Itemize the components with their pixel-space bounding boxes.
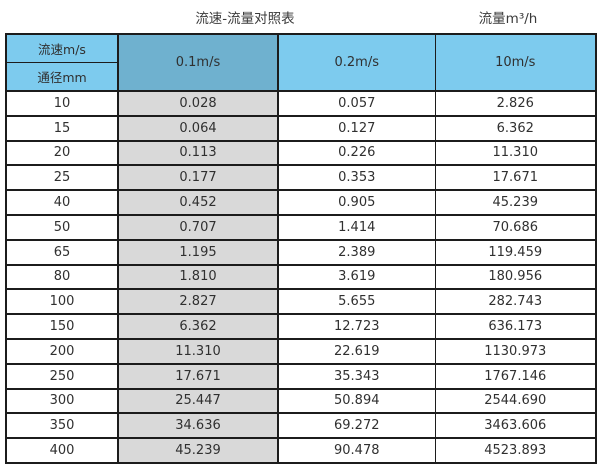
flow-unit-title: 流量m³/h: [478, 11, 538, 27]
flow-value-cell: 0.064: [117, 114, 279, 142]
diameter-cell: 350: [5, 412, 119, 440]
title-bar: 流速-流量对照表 流量m³/h: [0, 0, 600, 30]
table-row: 250 17.671 35.343 1767.146: [5, 362, 597, 390]
column-header-0-1ms: 0.1m/s: [117, 33, 279, 92]
table-row: 400 45.239 90.478 4523.893: [5, 437, 597, 464]
table-row: 100 2.827 5.655 282.743: [5, 288, 597, 316]
table-row: 300 25.447 50.894 2544.690: [5, 387, 597, 415]
flow-value-cell: 2.389: [277, 238, 436, 266]
flow-value-cell: 0.905: [277, 189, 436, 216]
flow-value-cell: 11.310: [117, 337, 279, 365]
flow-value-cell: 50.894: [277, 387, 436, 415]
flow-value-cell: 636.173: [434, 313, 597, 340]
table-body: 10 0.028 0.057 2.826 15 0.064 0.127 6.362 20 0.11…: [5, 90, 597, 464]
diameter-cell: 25: [5, 164, 119, 192]
flow-value-cell: 45.239: [434, 189, 597, 216]
flow-value-cell: 1.195: [117, 238, 279, 266]
diameter-cell: 20: [5, 139, 119, 167]
table-row: 20 0.113 0.226 11.310: [5, 139, 597, 167]
table-row: 200 11.310 22.619 1130.973: [5, 337, 597, 365]
flow-rate-table: 流速m/s 0.1m/s 0.2m/s 10m/s 通径mm 10 0.028 0.…: [5, 33, 597, 464]
flow-value-cell: 1.414: [277, 213, 436, 241]
table-row: 50 0.707 1.414 70.686: [5, 213, 597, 241]
diameter-cell: 65: [5, 238, 119, 266]
table-header: 流速m/s 0.1m/s 0.2m/s 10m/s 通径mm: [5, 33, 597, 92]
table-row: 40 0.452 0.905 45.239: [5, 189, 597, 216]
table-row: 25 0.177 0.353 17.671: [5, 164, 597, 192]
flow-value-cell: 2.826: [434, 90, 597, 117]
flow-value-cell: 1130.973: [434, 337, 597, 365]
flow-value-cell: 0.177: [117, 164, 279, 192]
diameter-cell: 15: [5, 114, 119, 142]
flow-value-cell: 34.636: [117, 412, 279, 440]
flow-value-cell: 282.743: [434, 288, 597, 316]
diameter-cell: 100: [5, 288, 119, 316]
corner-diameter-label: 通径mm: [5, 62, 119, 92]
table-row: 10 0.028 0.057 2.826: [5, 90, 597, 117]
flow-value-cell: 6.362: [117, 313, 279, 340]
table-row: 15 0.064 0.127 6.362: [5, 114, 597, 142]
flow-value-cell: 2544.690: [434, 387, 597, 415]
flow-value-cell: 0.127: [277, 114, 436, 142]
diameter-cell: 50: [5, 213, 119, 241]
column-header-10ms: 10m/s: [434, 33, 597, 92]
flow-value-cell: 0.113: [117, 139, 279, 167]
flow-value-cell: 12.723: [277, 313, 436, 340]
flow-value-cell: 1.810: [117, 263, 279, 291]
diameter-cell: 250: [5, 362, 119, 390]
flow-value-cell: 180.956: [434, 263, 597, 291]
column-header-0-2ms: 0.2m/s: [277, 33, 436, 92]
table-row: 65 1.195 2.389 119.459: [5, 238, 597, 266]
diameter-cell: 150: [5, 313, 119, 340]
table-row: 150 6.362 12.723 636.173: [5, 313, 597, 340]
flow-value-cell: 5.655: [277, 288, 436, 316]
diameter-cell: 10: [5, 90, 119, 117]
flow-value-cell: 69.272: [277, 412, 436, 440]
flow-value-cell: 11.310: [434, 139, 597, 167]
flow-value-cell: 1767.146: [434, 362, 597, 390]
flow-value-cell: 17.671: [117, 362, 279, 390]
flow-value-cell: 2.827: [117, 288, 279, 316]
table-title: 流速-流量对照表: [195, 11, 295, 27]
flow-value-cell: 3.619: [277, 263, 436, 291]
diameter-cell: 300: [5, 387, 119, 415]
header-row-top: 流速m/s 0.1m/s 0.2m/s 10m/s: [5, 33, 597, 92]
flow-value-cell: 35.343: [277, 362, 436, 390]
diameter-cell: 400: [5, 437, 119, 464]
header-row-bottom: 通径mm: [5, 62, 596, 92]
flow-value-cell: 4523.893: [434, 437, 597, 464]
flow-value-cell: 3463.606: [434, 412, 597, 440]
table-row: 350 34.636 69.272 3463.606: [5, 412, 597, 440]
flow-value-cell: 45.239: [117, 437, 279, 464]
table-row: 80 1.810 3.619 180.956: [5, 263, 597, 291]
flow-value-cell: 0.452: [117, 189, 279, 216]
flow-value-cell: 17.671: [434, 164, 597, 192]
flow-value-cell: 25.447: [117, 387, 279, 415]
flow-value-cell: 0.353: [277, 164, 436, 192]
flow-value-cell: 90.478: [277, 437, 436, 464]
flow-value-cell: 70.686: [434, 213, 597, 241]
flow-value-cell: 0.057: [277, 90, 436, 117]
flow-value-cell: 0.707: [117, 213, 279, 241]
corner-velocity-label: 流速m/s: [5, 33, 119, 63]
flow-value-cell: 22.619: [277, 337, 436, 365]
flow-value-cell: 6.362: [434, 114, 597, 142]
diameter-cell: 80: [5, 263, 119, 291]
flow-value-cell: 0.226: [277, 139, 436, 167]
flow-value-cell: 0.028: [117, 90, 279, 117]
diameter-cell: 40: [5, 189, 119, 216]
diameter-cell: 200: [5, 337, 119, 365]
flow-value-cell: 119.459: [434, 238, 597, 266]
